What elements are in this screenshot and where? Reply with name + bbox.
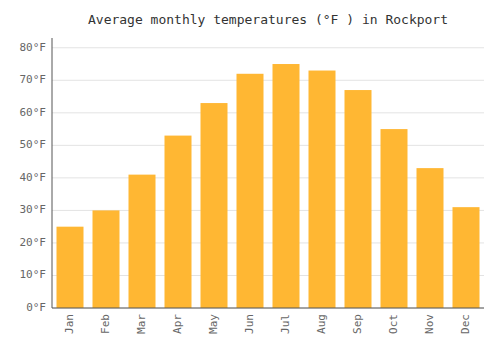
y-tick-label: 70°F xyxy=(20,73,47,86)
bar xyxy=(309,71,336,308)
y-tick-labels: 0°F 10°F 20°F 30°F 40°F 50°F 60°F 70°F 80°F xyxy=(20,41,47,314)
bar xyxy=(237,74,264,308)
x-tick-label: Apr xyxy=(171,314,184,334)
bar xyxy=(57,227,84,308)
bar xyxy=(273,64,300,308)
x-tick-label: Jul xyxy=(279,314,292,334)
chart-svg: 0°F 10°F 20°F 30°F 40°F 50°F 60°F 70°F 80°F Jan Fe… xyxy=(0,0,500,350)
bar xyxy=(345,90,372,308)
bar xyxy=(129,175,156,308)
x-tick-label: Sep xyxy=(351,314,364,334)
bar xyxy=(165,136,192,308)
grid-line xyxy=(52,145,484,146)
y-tick-label: 30°F xyxy=(20,203,47,216)
grid-line xyxy=(52,112,484,113)
x-tick-label: Aug xyxy=(315,314,328,334)
grid-line xyxy=(52,80,484,81)
chart-container: 0°F 10°F 20°F 30°F 40°F 50°F 60°F 70°F 80°F Jan Fe… xyxy=(0,0,500,350)
x-tick-labels: Jan Feb Mar Apr May Jun Jul Aug Sep Oct Nov Dec xyxy=(63,314,472,334)
bar xyxy=(417,168,444,308)
y-tick-label: 20°F xyxy=(20,236,47,249)
x-tick-label: Jan xyxy=(63,314,76,334)
x-axis-line xyxy=(52,308,484,309)
x-tick-label: Jun xyxy=(243,314,256,334)
y-axis-line xyxy=(52,38,53,308)
x-tick-label: Dec xyxy=(459,314,472,334)
chart-title: Average monthly temperatures (°F ) in Ro… xyxy=(88,12,448,27)
x-tick-label: Nov xyxy=(423,314,436,334)
y-grid xyxy=(52,48,484,308)
grid-line xyxy=(52,47,484,48)
x-tick-label: Oct xyxy=(387,314,400,334)
bar xyxy=(201,103,228,308)
y-tick-label: 60°F xyxy=(20,106,47,119)
x-tick-label: Mar xyxy=(135,314,148,334)
bar xyxy=(93,210,120,308)
y-tick-label: 10°F xyxy=(20,268,47,281)
x-tick-label: May xyxy=(207,314,220,334)
y-tick-label: 40°F xyxy=(20,171,47,184)
bars xyxy=(57,64,480,308)
y-tick-label: 50°F xyxy=(20,138,47,151)
bar xyxy=(381,129,408,308)
grid-line xyxy=(52,308,484,309)
x-tick-label: Feb xyxy=(99,314,112,334)
bar xyxy=(453,207,480,308)
y-tick-label: 0°F xyxy=(26,301,46,314)
y-tick-label: 80°F xyxy=(20,41,47,54)
